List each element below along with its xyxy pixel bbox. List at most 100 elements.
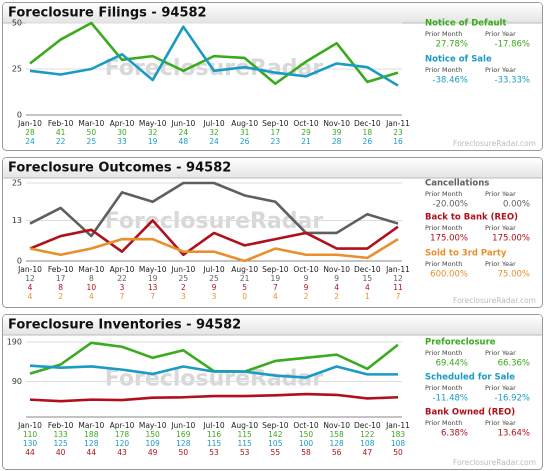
x-tick-label: Jun-10 [170, 119, 195, 128]
value-label: 122 [360, 430, 375, 439]
value-label: 17 [56, 274, 66, 283]
value-label: 56 [332, 448, 342, 457]
value-label: 28 [25, 128, 35, 137]
period-label: Prior Year [485, 224, 516, 232]
panel-title: Foreclosure Inventories - 94582 [8, 318, 241, 333]
value-label: 18 [363, 128, 373, 137]
legend-name: Notice of Default [425, 19, 506, 29]
value-label: 24 [25, 137, 35, 146]
period-label: Prior Year [485, 190, 516, 198]
prior-year: -33.33% [495, 76, 530, 86]
value-label: 110 [23, 430, 38, 439]
period-label: Prior Year [485, 66, 516, 74]
prior-month: 69.44% [436, 359, 468, 369]
period-label: Prior Year [485, 384, 516, 392]
value-label: 3 [181, 292, 186, 301]
x-tick-label: May-10 [139, 265, 167, 274]
legend-name: Scheduled for Sale [425, 373, 515, 383]
legend-name: Cancellations [425, 179, 489, 189]
panel-header [3, 3, 542, 23]
value-label: 41 [56, 128, 66, 137]
panel-title: Foreclosure Filings - 94582 [8, 6, 207, 21]
period-label: Prior Month [425, 66, 462, 74]
value-label: 7 [120, 292, 125, 301]
prior-month: -20.00% [433, 200, 468, 210]
value-label: 7 [273, 283, 278, 292]
value-label: 40 [56, 448, 66, 457]
value-label: 23 [393, 128, 403, 137]
prior-year: -16.92% [495, 394, 530, 404]
value-label: 10 [87, 283, 97, 292]
x-tick-label: Oct-10 [293, 265, 318, 274]
y-tick-label: 50 [12, 19, 22, 28]
legend-name: Preforeclosure [425, 338, 496, 348]
x-tick-label: Jan-10 [17, 119, 42, 128]
x-tick-label: Apr-10 [110, 421, 135, 430]
x-tick-label: Jan-10 [17, 421, 42, 430]
value-label: 12 [25, 274, 35, 283]
value-label: 128 [84, 439, 99, 448]
value-label: 1 [365, 292, 370, 301]
value-label: 19 [271, 274, 281, 283]
value-label: 2 [304, 292, 309, 301]
value-label: 13 [148, 283, 158, 292]
value-label: 53 [240, 448, 250, 457]
value-label: 8 [58, 283, 63, 292]
value-label: 115 [238, 430, 253, 439]
x-tick-label: Feb-10 [48, 421, 74, 430]
value-label: 44 [25, 448, 35, 457]
x-tick-label: Jan-10 [17, 265, 42, 274]
x-tick-label: Feb-10 [48, 265, 74, 274]
y-tick-label: 25 [12, 65, 22, 74]
value-label: 21 [301, 137, 311, 146]
x-tick-label: Oct-10 [293, 119, 318, 128]
prior-month: -11.48% [433, 394, 468, 404]
value-label: 39 [332, 128, 342, 137]
value-label: 150 [146, 430, 161, 439]
x-tick-label: Dec-10 [354, 265, 381, 274]
value-label: 28 [332, 137, 342, 146]
x-tick-label: Jan-11 [385, 119, 410, 128]
watermark: ForeclosureRadar.com [453, 139, 536, 148]
value-label: 48 [179, 137, 189, 146]
value-label: 8 [89, 274, 94, 283]
value-label: 183 [391, 430, 406, 439]
period-label: Prior Month [425, 30, 462, 38]
panel-header [3, 158, 542, 178]
value-label: 17 [271, 128, 281, 137]
period-label: Prior Year [485, 260, 516, 268]
period-label: Prior Month [425, 349, 462, 357]
y-tick-label: 0 [17, 111, 22, 120]
x-tick-label: Jan-11 [385, 421, 410, 430]
value-label: 33 [117, 137, 127, 146]
x-tick-label: Nov-10 [323, 265, 350, 274]
x-tick-label: Mar-10 [78, 119, 104, 128]
x-tick-label: Aug-10 [231, 119, 258, 128]
period-label: Prior Year [485, 349, 516, 357]
watermark: ForeclosureRadar.com [453, 296, 536, 305]
legend-name: Sold to 3rd Party [425, 249, 507, 259]
value-label: 108 [391, 439, 406, 448]
series-line [29, 237, 399, 263]
y-tick-label: 25 [12, 179, 22, 188]
watermark-big: ForeclosureRadar [105, 209, 324, 234]
value-label: 105 [268, 439, 283, 448]
y-tick-label: 190 [7, 338, 22, 347]
prior-month: 6.38% [441, 429, 468, 439]
panel [2, 2, 543, 151]
prior-year: 175.00% [492, 234, 530, 244]
value-label: 158 [330, 430, 345, 439]
period-label: Prior Year [485, 30, 516, 38]
value-label: 115 [238, 439, 253, 448]
value-label: 2 [58, 292, 63, 301]
value-label: 120 [115, 439, 130, 448]
value-label: 188 [84, 430, 99, 439]
series-line [29, 21, 399, 86]
series-line [29, 25, 399, 87]
period-label: Prior Month [425, 419, 462, 427]
value-label: 58 [301, 448, 311, 457]
value-label: 30 [117, 128, 127, 137]
series-line [29, 181, 399, 238]
value-label: 4 [28, 292, 33, 301]
